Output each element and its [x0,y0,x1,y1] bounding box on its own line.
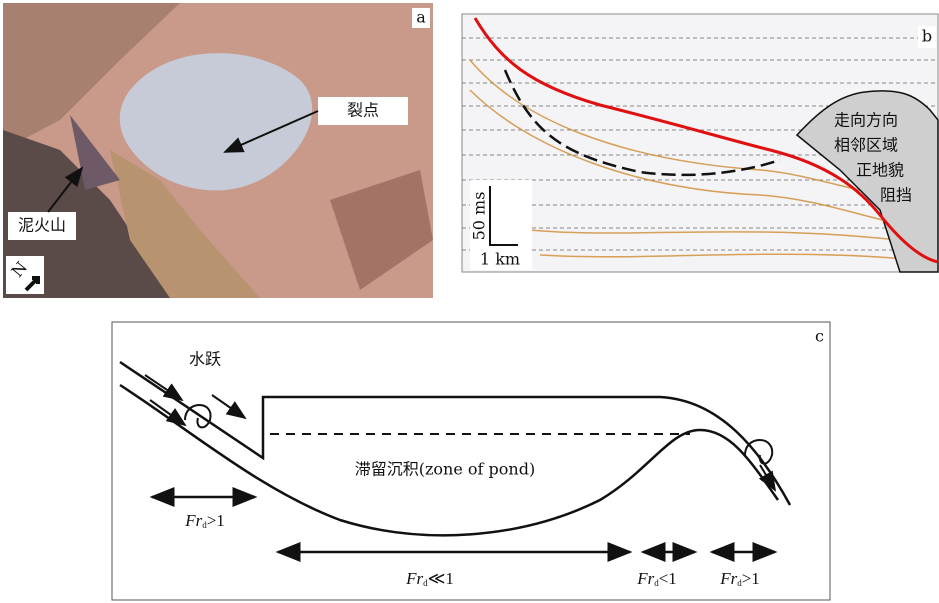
froude-label: Frd<1 [636,569,677,588]
froude-relation: ≪1 [428,569,454,588]
figure: a 裂点 泥火山 N b 走向方向 相邻区域 正地貌 阻挡 50 ms 1 km… [0,0,939,603]
line-shape [150,400,185,425]
hydraulic-jump-label: 水跃 [189,350,221,369]
panel-label: b [922,27,932,46]
froude-symbol: Fr [184,511,202,530]
froude-label: Frd>1 [719,569,760,588]
path-shape [185,405,211,427]
scale-vertical: 50 ms [470,192,489,241]
knickpoint-label: 裂点 [347,101,379,120]
page: a 裂点 泥火山 N b 走向方向 相邻区域 正地貌 阻挡 50 ms 1 km… [0,0,939,603]
annotation-line: 相邻区域 [834,136,898,155]
mud-volcano-label: 泥火山 [18,216,66,235]
line-shape [145,375,182,400]
froude-labels: Frd>1 Frd≪1 Frd<1 Frd>1 [184,511,760,588]
pond-zone-label: 滞留沉积(zone of pond) [355,460,535,479]
panel-label: c [815,327,824,346]
scale-horizontal: 1 km [480,250,520,269]
annotation-line: 阻挡 [880,186,912,205]
line-shape [212,395,245,418]
panel-a: a 裂点 泥火山 N [3,3,433,298]
annotation-line: 走向方向 [834,111,898,130]
annotation-line: 正地貌 [856,161,904,180]
froude-label: Frd>1 [184,511,225,530]
froude-symbol: Fr [719,569,737,588]
panel-label: a [416,8,426,27]
g-shape [152,497,775,552]
froude-relation: <1 [659,569,677,588]
froude-symbol: Fr [405,569,423,588]
froude-label: Frd≪1 [405,569,454,588]
panel-b: b 走向方向 相邻区域 正地貌 阻挡 50 ms 1 km [462,14,938,272]
froude-relation: >1 [742,569,760,588]
froude-relation: >1 [207,511,225,530]
froude-symbol: Fr [636,569,654,588]
